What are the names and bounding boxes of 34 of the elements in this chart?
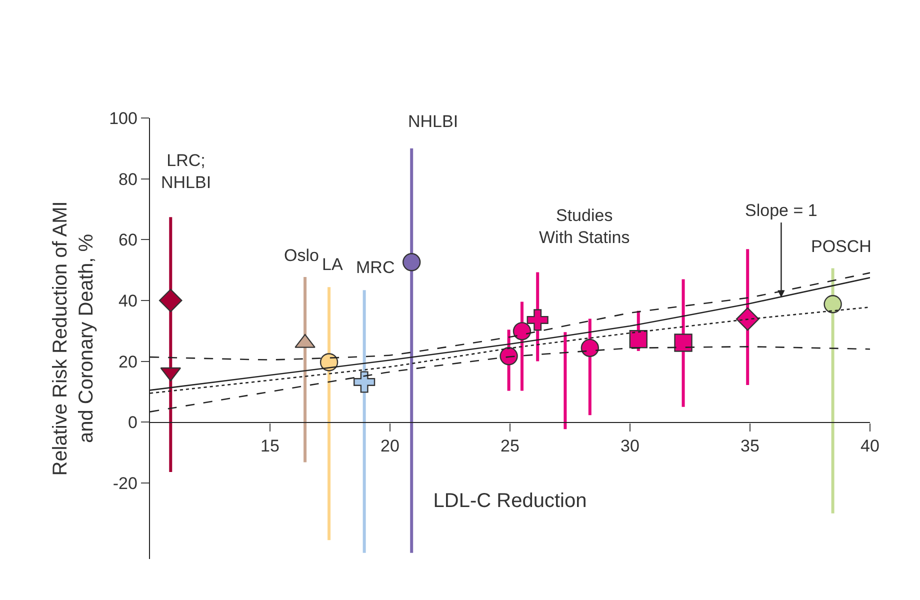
y-tick-label: -20 [112, 474, 138, 493]
point [629, 330, 648, 348]
x-tick-label: 20 [380, 436, 400, 456]
annotation: LRC; NHLBI [161, 151, 212, 192]
point [824, 295, 842, 314]
y-tick-label: 60 [118, 230, 138, 250]
point [526, 309, 548, 331]
point [512, 322, 532, 340]
annotation: Studies With Statins [539, 206, 630, 248]
point [354, 371, 376, 393]
y-axis-title: Relative Risk Reduction of AMI and Coronary Death, % [50, 201, 98, 476]
y-tick-label: 40 [118, 291, 138, 310]
point [402, 253, 421, 272]
x-tick-label: 25 [500, 436, 520, 456]
point [158, 288, 182, 312]
y-tick-label: 0 [128, 413, 138, 432]
y-tick-label: 100 [109, 108, 138, 128]
point [500, 347, 518, 366]
annotation: LA [322, 255, 344, 274]
x-tick-label: 40 [860, 436, 880, 456]
annotation: Oslo [284, 246, 319, 265]
point [736, 307, 760, 331]
annotation: POSCH [811, 237, 872, 256]
y-tick-label: 20 [118, 352, 138, 372]
point [674, 334, 692, 352]
x-tick-label: 35 [740, 436, 760, 456]
annotation: NHLBI [408, 112, 458, 131]
x-axis-title: LDL-C Reduction [433, 490, 587, 512]
annotation: Slope = 1 [745, 201, 818, 220]
x-tick-label: 15 [260, 436, 280, 456]
annotation: MRC [356, 258, 395, 277]
y-tick-label: 80 [118, 170, 138, 189]
x-tick-label: 30 [620, 436, 640, 456]
point [580, 338, 600, 358]
